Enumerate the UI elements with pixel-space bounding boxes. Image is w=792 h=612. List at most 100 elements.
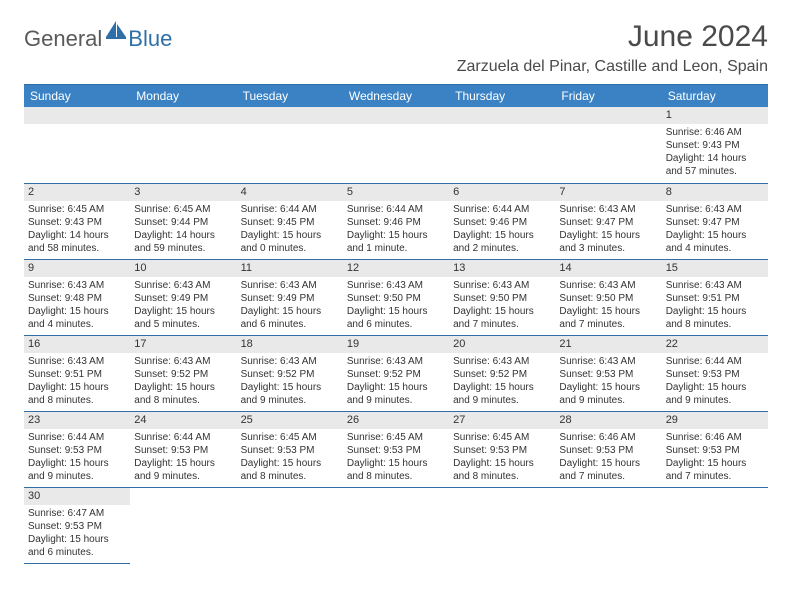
- sunrise-text: Sunrise: 6:43 AM: [666, 279, 764, 292]
- sunrise-text: Sunrise: 6:45 AM: [347, 431, 445, 444]
- day-details: Sunrise: 6:43 AMSunset: 9:52 PMDaylight:…: [449, 353, 555, 411]
- sunrise-text: Sunrise: 6:43 AM: [453, 355, 551, 368]
- day-number: 7: [555, 184, 661, 201]
- sunrise-text: Sunrise: 6:45 AM: [28, 203, 126, 216]
- sunrise-text: Sunrise: 6:46 AM: [666, 126, 764, 139]
- calendar-cell: 5 Sunrise: 6:44 AMSunset: 9:46 PMDaylight…: [343, 183, 449, 259]
- day-number: 29: [662, 412, 768, 429]
- sunrise-text: Sunrise: 6:43 AM: [559, 355, 657, 368]
- sunset-text: Sunset: 9:52 PM: [241, 368, 339, 381]
- sunset-text: Sunset: 9:46 PM: [453, 216, 551, 229]
- sunrise-text: Sunrise: 6:43 AM: [666, 203, 764, 216]
- day-details: Sunrise: 6:44 AMSunset: 9:45 PMDaylight:…: [237, 201, 343, 259]
- title-location: Zarzuela del Pinar, Castille and Leon, S…: [457, 58, 768, 76]
- sunset-text: Sunset: 9:53 PM: [28, 444, 126, 457]
- day-details: Sunrise: 6:44 AMSunset: 9:53 PMDaylight:…: [130, 429, 236, 487]
- sunset-text: Sunset: 9:44 PM: [134, 216, 232, 229]
- sunrise-text: Sunrise: 6:44 AM: [28, 431, 126, 444]
- daylight-text: Daylight: 15 hours and 9 minutes.: [241, 381, 339, 407]
- sunrise-text: Sunrise: 6:44 AM: [666, 355, 764, 368]
- calendar-cell: 7Sunrise: 6:43 AMSunset: 9:47 PMDaylight…: [555, 183, 661, 259]
- calendar-week-row: 9Sunrise: 6:43 AMSunset: 9:48 PMDaylight…: [24, 259, 768, 335]
- sunset-text: Sunset: 9:53 PM: [666, 444, 764, 457]
- sunset-text: Sunset: 9:43 PM: [666, 139, 764, 152]
- day-details: Sunrise: 6:46 AMSunset: 9:53 PMDaylight:…: [555, 429, 661, 487]
- calendar-week-row: 23Sunrise: 6:44 AMSunset: 9:53 PMDayligh…: [24, 412, 768, 488]
- day-details: Sunrise: 6:45 AMSunset: 9:53 PMDaylight:…: [449, 429, 555, 487]
- day-details: Sunrise: 6:46 AMSunset: 9:53 PMDaylight:…: [662, 429, 768, 487]
- sunrise-text: Sunrise: 6:46 AM: [559, 431, 657, 444]
- logo: General Blue: [24, 20, 172, 52]
- sunset-text: Sunset: 9:53 PM: [347, 444, 445, 457]
- calendar-cell: 2Sunrise: 6:45 AMSunset: 9:43 PMDaylight…: [24, 183, 130, 259]
- day-details: Sunrise: 6:45 AMSunset: 9:53 PMDaylight:…: [343, 429, 449, 487]
- daylight-text: Daylight: 15 hours and 6 minutes.: [347, 305, 445, 331]
- daylight-text: Daylight: 15 hours and 1 minute.: [347, 229, 445, 255]
- calendar-cell: 26Sunrise: 6:45 AMSunset: 9:53 PMDayligh…: [343, 412, 449, 488]
- sunset-text: Sunset: 9:50 PM: [347, 292, 445, 305]
- daylight-text: Daylight: 15 hours and 9 minutes.: [347, 381, 445, 407]
- day-details: Sunrise: 6:43 AMSunset: 9:52 PMDaylight:…: [237, 353, 343, 411]
- calendar-cell: [449, 107, 555, 183]
- calendar-cell: 29Sunrise: 6:46 AMSunset: 9:53 PMDayligh…: [662, 412, 768, 488]
- calendar-cell: 27Sunrise: 6:45 AMSunset: 9:53 PMDayligh…: [449, 412, 555, 488]
- day-details: Sunrise: 6:43 AMSunset: 9:51 PMDaylight:…: [662, 277, 768, 335]
- calendar-cell: [555, 488, 661, 564]
- sunset-text: Sunset: 9:46 PM: [347, 216, 445, 229]
- daylight-text: Daylight: 15 hours and 7 minutes.: [559, 457, 657, 483]
- day-number: 20: [449, 336, 555, 353]
- sunset-text: Sunset: 9:48 PM: [28, 292, 126, 305]
- empty-day-strip: [343, 107, 449, 124]
- daylight-text: Daylight: 15 hours and 8 minutes.: [134, 381, 232, 407]
- day-number: 26: [343, 412, 449, 429]
- calendar-cell: [662, 488, 768, 564]
- sunrise-text: Sunrise: 6:47 AM: [28, 507, 126, 520]
- daylight-text: Daylight: 15 hours and 9 minutes.: [453, 381, 551, 407]
- sunrise-text: Sunrise: 6:46 AM: [666, 431, 764, 444]
- calendar-week-row: 30Sunrise: 6:47 AMSunset: 9:53 PMDayligh…: [24, 488, 768, 564]
- calendar-cell: 3Sunrise: 6:45 AMSunset: 9:44 PMDaylight…: [130, 183, 236, 259]
- day-details: Sunrise: 6:47 AMSunset: 9:53 PMDaylight:…: [24, 505, 130, 563]
- calendar-week-row: 1Sunrise: 6:46 AMSunset: 9:43 PMDaylight…: [24, 107, 768, 183]
- calendar-cell: [343, 107, 449, 183]
- empty-day-strip: [555, 107, 661, 124]
- calendar-cell: 6Sunrise: 6:44 AMSunset: 9:46 PMDaylight…: [449, 183, 555, 259]
- calendar-cell: [237, 107, 343, 183]
- day-number: 5: [343, 184, 449, 201]
- calendar-cell: 14Sunrise: 6:43 AMSunset: 9:50 PMDayligh…: [555, 259, 661, 335]
- calendar-cell: 24Sunrise: 6:44 AMSunset: 9:53 PMDayligh…: [130, 412, 236, 488]
- sunrise-text: Sunrise: 6:44 AM: [347, 203, 445, 216]
- day-number: 22: [662, 336, 768, 353]
- day-number: 4: [237, 184, 343, 201]
- day-details: Sunrise: 6:43 AMSunset: 9:48 PMDaylight:…: [24, 277, 130, 335]
- day-details: Sunrise: 6:43 AMSunset: 9:51 PMDaylight:…: [24, 353, 130, 411]
- sunset-text: Sunset: 9:52 PM: [347, 368, 445, 381]
- calendar-page: General Blue June 2024 Zarzuela del Pina…: [0, 0, 792, 584]
- sunrise-text: Sunrise: 6:43 AM: [28, 355, 126, 368]
- daylight-text: Daylight: 15 hours and 0 minutes.: [241, 229, 339, 255]
- sunrise-text: Sunrise: 6:45 AM: [134, 203, 232, 216]
- calendar-cell: [555, 107, 661, 183]
- calendar-cell: 8Sunrise: 6:43 AMSunset: 9:47 PMDaylight…: [662, 183, 768, 259]
- daylight-text: Daylight: 15 hours and 8 minutes.: [347, 457, 445, 483]
- calendar-cell: 1Sunrise: 6:46 AMSunset: 9:43 PMDaylight…: [662, 107, 768, 183]
- day-number: 21: [555, 336, 661, 353]
- day-number: 24: [130, 412, 236, 429]
- sunset-text: Sunset: 9:52 PM: [134, 368, 232, 381]
- sunset-text: Sunset: 9:53 PM: [241, 444, 339, 457]
- calendar-cell: [130, 488, 236, 564]
- day-details: Sunrise: 6:44 AMSunset: 9:53 PMDaylight:…: [24, 429, 130, 487]
- header: General Blue June 2024 Zarzuela del Pina…: [24, 20, 768, 76]
- daylight-text: Daylight: 15 hours and 7 minutes.: [559, 305, 657, 331]
- day-number: 19: [343, 336, 449, 353]
- day-details: Sunrise: 6:45 AMSunset: 9:53 PMDaylight:…: [237, 429, 343, 487]
- daylight-text: Daylight: 15 hours and 8 minutes.: [666, 305, 764, 331]
- day-number: 12: [343, 260, 449, 277]
- day-number: 17: [130, 336, 236, 353]
- day-number: 10: [130, 260, 236, 277]
- day-details: Sunrise: 6:45 AMSunset: 9:43 PMDaylight:…: [24, 201, 130, 259]
- weekday-header: Monday: [130, 85, 236, 108]
- sunset-text: Sunset: 9:49 PM: [241, 292, 339, 305]
- empty-day-strip: [24, 107, 130, 124]
- day-details: Sunrise: 6:45 AMSunset: 9:44 PMDaylight:…: [130, 201, 236, 259]
